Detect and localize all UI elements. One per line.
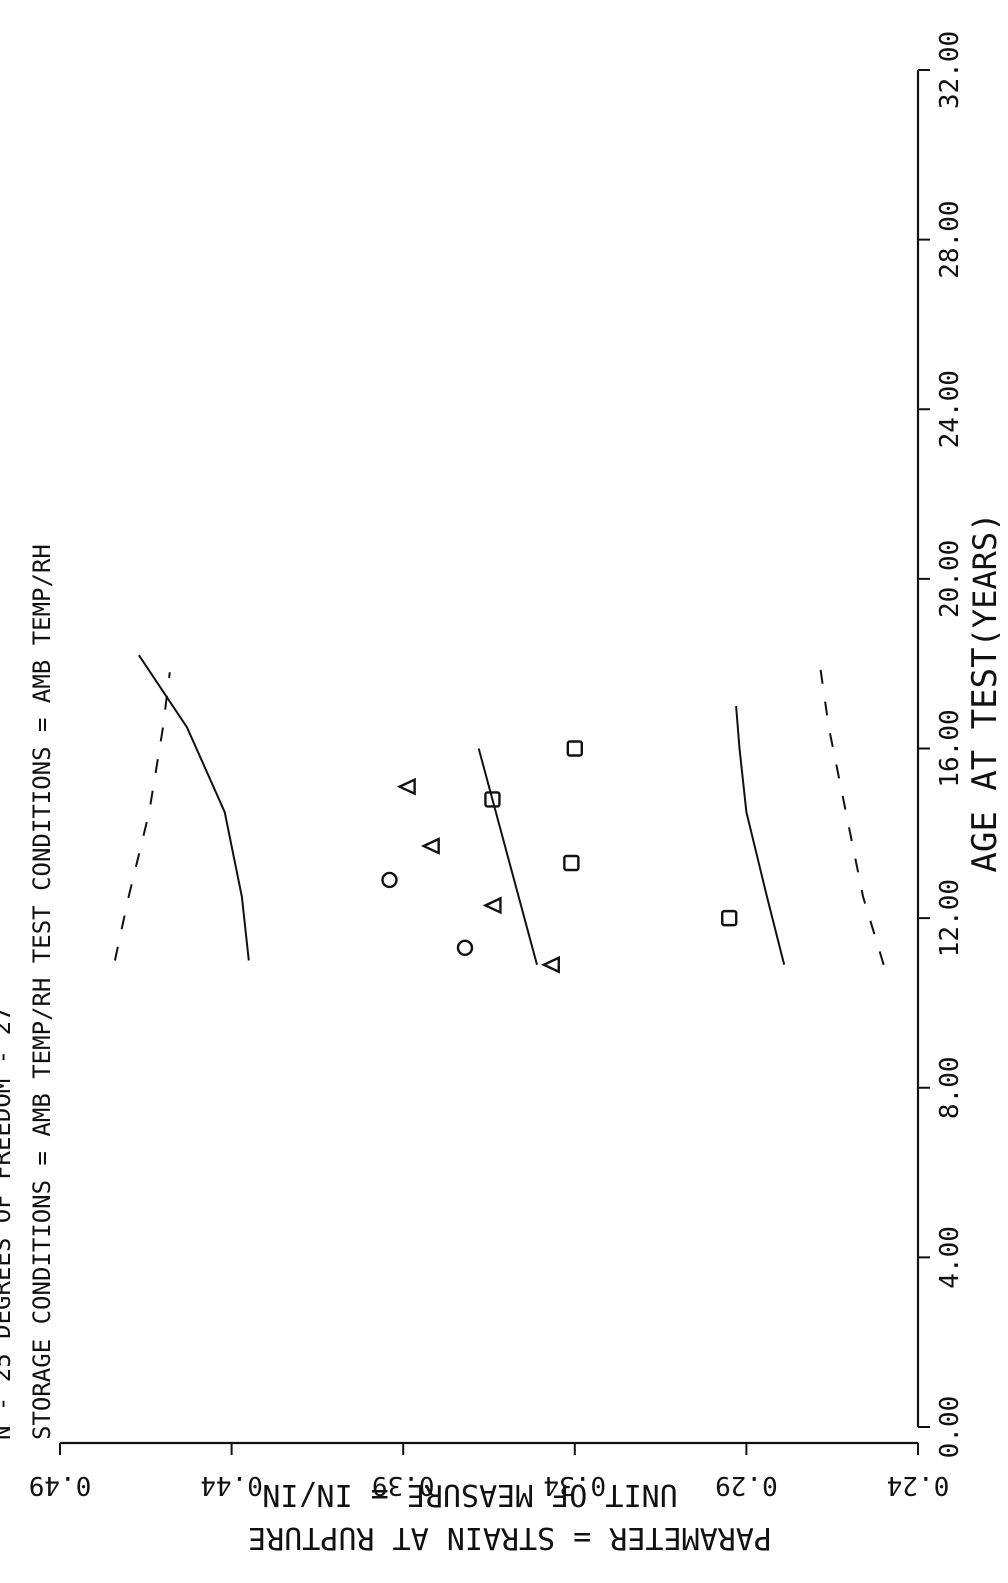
fit-line	[735, 706, 786, 966]
x-tick-label: 32.00	[935, 31, 965, 109]
circle-point	[456, 939, 474, 957]
x-tick-label: 12.00	[935, 879, 965, 957]
circle-point	[381, 871, 398, 889]
y-tick-label: 0.29	[715, 1470, 778, 1500]
x-axis-units: (YEARS)	[966, 513, 1004, 648]
y-tick-label: 0.49	[29, 1470, 92, 1500]
x-tick-label: 16.00	[935, 709, 965, 787]
x-tick-label: 24.00	[935, 370, 965, 448]
y-axis-title: PARAMETER = STRAIN AT RUPTURE	[248, 1520, 772, 1555]
square-point	[566, 740, 583, 757]
y-axis-units: UNIT OF MEASURE = IN/IN	[262, 1477, 677, 1512]
x-tick-label: 28.00	[935, 200, 965, 278]
triangle-point	[420, 837, 440, 855]
x-tick-label: 20.00	[935, 540, 965, 618]
axis-labels: 0.00 4.00 8.00 12.00 16.00 20.00 24.00 28.00 32.…	[0, 31, 1005, 1555]
header-conditions: STORAGE CONDITIONS = AMB TEMP/RH TEST CO…	[28, 544, 56, 1440]
square-point	[563, 854, 580, 872]
confidence-bound-line	[113, 672, 171, 961]
triangle-point	[482, 896, 502, 915]
fit-line	[477, 748, 538, 966]
triangle-point	[396, 777, 416, 796]
triangle-point	[540, 955, 560, 974]
fit-line	[138, 654, 250, 961]
y-tick-label: 0.34	[543, 1470, 606, 1500]
x-tick-label: 0.00	[935, 1396, 965, 1459]
fit-curves	[113, 654, 885, 966]
data-points	[381, 740, 738, 974]
y-tick-label: 0.44	[200, 1470, 263, 1500]
x-tick-label: 4.00	[935, 1226, 965, 1289]
square-point	[721, 909, 738, 927]
y-tick-label: 0.24	[887, 1470, 950, 1500]
x-axis-title: AGE AT TEST	[965, 647, 1005, 872]
x-tick-label: 8.00	[935, 1056, 965, 1119]
y-tick-label: 0.39	[372, 1470, 435, 1500]
axes	[59, 69, 930, 1455]
square-point	[484, 791, 501, 808]
confidence-bound-line	[817, 655, 885, 966]
header-degrees-of-freedom: N - 25 DEGREES OF FREEDOM - 27	[0, 1007, 16, 1440]
